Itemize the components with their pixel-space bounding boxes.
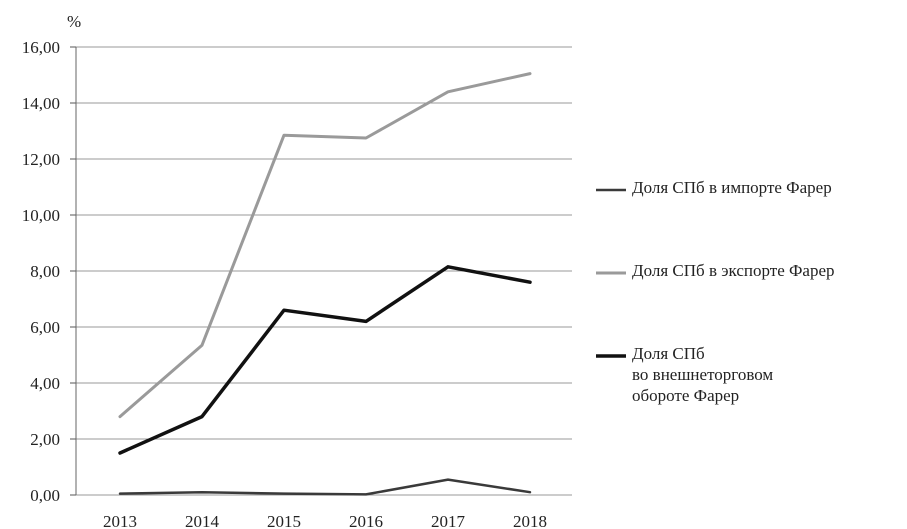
- legend-item-turnover: Доля СПб во внешнеторговом обороте Фарер: [596, 343, 773, 406]
- legend: Доля СПб в импорте Фарер Доля СПб в эксп…: [596, 0, 907, 529]
- x-tick-label: 2018: [513, 512, 547, 529]
- y-tick-label: 6,00: [30, 318, 60, 337]
- series-line-0: [118, 478, 532, 496]
- y-tick-label: 14,00: [22, 94, 60, 113]
- legend-label-turnover: Доля СПб во внешнеторговом обороте Фарер: [632, 344, 774, 405]
- gridlines: [70, 46, 572, 496]
- x-tick-label: 2016: [349, 512, 383, 529]
- y-tick-label: 2,00: [30, 430, 60, 449]
- legend-swatch-turnover: [596, 354, 626, 358]
- y-tick-label: 10,00: [22, 206, 60, 225]
- legend-swatch-export: [596, 271, 626, 275]
- x-tick-label: 2013: [103, 512, 137, 529]
- y-tick-label: 4,00: [30, 374, 60, 393]
- legend-item-import: Доля СПб в импорте Фарер: [596, 177, 832, 198]
- y-tick-labels: 0,00 2,00 4,00 6,00 8,00 10,00 12,00 14,00 16,00: [22, 38, 60, 505]
- legend-swatch-import: [596, 188, 626, 192]
- x-tick-label: 2015: [267, 512, 301, 529]
- y-tick-label: 8,00: [30, 262, 60, 281]
- y-tick-label: 0,00: [30, 486, 60, 505]
- legend-item-export: Доля СПб в экспорте Фарер: [596, 260, 835, 281]
- y-tick-label: 16,00: [22, 38, 60, 57]
- x-tick-labels: 2013 2014 2015 2016 2017 2018: [103, 512, 547, 529]
- series-line-1: [118, 72, 532, 419]
- x-tick-label: 2014: [185, 512, 220, 529]
- legend-label-export: Доля СПб в экспорте Фарер: [632, 261, 835, 280]
- y-unit-label: %: [67, 12, 81, 31]
- series-line-2: [118, 265, 532, 455]
- legend-label-import: Доля СПб в импорте Фарер: [632, 178, 832, 197]
- line-chart: % 0,00 2,00 4,00 6,00 8,00 10,00 12,00 14,00 16,…: [22, 12, 572, 529]
- series-lines: [118, 72, 532, 496]
- y-tick-label: 12,00: [22, 150, 60, 169]
- x-tick-label: 2017: [431, 512, 466, 529]
